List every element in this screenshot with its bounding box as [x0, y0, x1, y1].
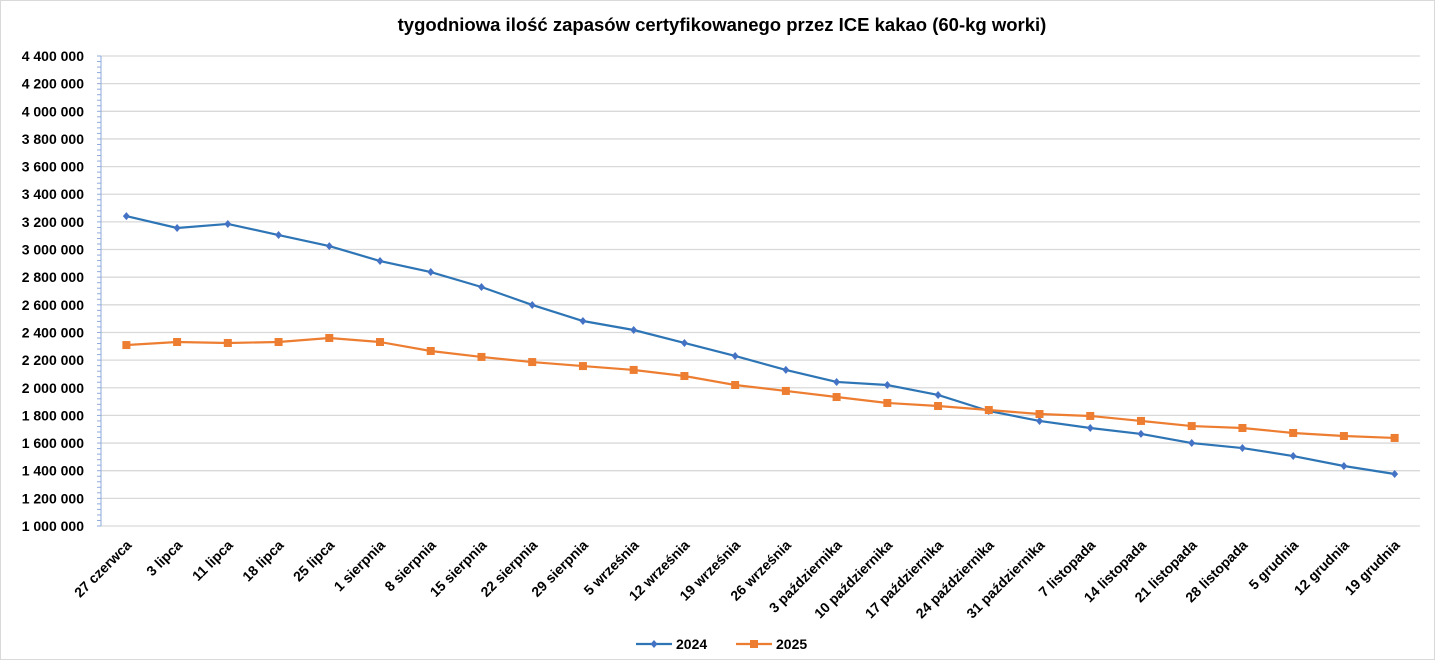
data-point-2024	[325, 242, 333, 251]
legend-label: 2025	[776, 636, 807, 652]
data-point-2024	[934, 390, 942, 399]
data-point-2024	[1340, 462, 1348, 471]
y-tick-label: 3 200 000	[22, 214, 84, 230]
data-point-2025	[781, 386, 790, 395]
data-point-2024	[1137, 429, 1145, 438]
data-point-2025	[1035, 410, 1044, 419]
data-point-2025	[173, 338, 182, 347]
y-tick-label: 2 400 000	[22, 324, 84, 340]
data-point-2025	[883, 398, 892, 407]
data-point-2025	[1136, 416, 1145, 425]
data-point-2024	[1391, 470, 1399, 479]
data-point-2025	[528, 358, 537, 367]
data-point-2025	[578, 362, 587, 371]
y-tick-label: 3 000 000	[22, 242, 84, 258]
data-point-2025	[122, 341, 131, 350]
data-point-2024	[275, 231, 283, 240]
x-tick-label: 11 lipca	[189, 537, 236, 584]
data-point-2024	[731, 351, 739, 360]
legend: 2024 2025	[636, 636, 807, 652]
y-tick-label: 2 000 000	[22, 380, 84, 396]
data-point-2025	[325, 334, 334, 342]
data-point-2024	[883, 381, 891, 389]
x-tick-label: 25 lipca	[290, 537, 338, 585]
data-point-2025	[1238, 423, 1247, 432]
data-point-2024	[427, 268, 435, 277]
data-point-2025	[426, 346, 435, 355]
data-point-2024	[833, 377, 841, 386]
data-point-2025	[832, 393, 841, 402]
data-point-2024	[782, 365, 790, 374]
series-lines	[122, 212, 1399, 479]
y-tick-label: 3 400 000	[22, 186, 84, 202]
data-point-2025	[477, 352, 486, 361]
data-point-2025	[934, 402, 943, 411]
y-tick-label: 1 000 000	[22, 518, 84, 534]
series-line-2025	[126, 336, 1395, 440]
series-line-2024	[126, 215, 1395, 476]
data-point-2025	[731, 381, 740, 389]
y-tick-label: 4 200 000	[22, 76, 84, 92]
data-point-2025	[629, 365, 638, 374]
data-point-2024	[630, 325, 638, 334]
data-point-2024	[1086, 423, 1094, 432]
y-tick-label: 1 800 000	[22, 407, 84, 423]
legend-label: 2024	[676, 636, 707, 652]
data-point-2024	[1238, 444, 1246, 453]
data-point-2025	[1339, 432, 1348, 441]
y-tick-label: 2 600 000	[22, 297, 84, 313]
legend-marker-2025	[750, 640, 758, 648]
data-point-2024	[528, 300, 536, 309]
data-point-2024	[376, 257, 384, 266]
y-tick-label: 1 200 000	[22, 490, 84, 506]
data-point-2024	[173, 223, 181, 232]
x-axis: 27 czerwca 3 lipca 11 lipca 18 lipca 25 lipc…	[71, 537, 1403, 622]
data-point-2025	[1289, 428, 1298, 437]
data-point-2024	[122, 212, 130, 221]
data-point-2025	[1187, 422, 1196, 431]
legend-marker-2024	[650, 640, 658, 648]
data-point-2025	[680, 372, 689, 381]
x-tick-label: 3 lipca	[143, 537, 185, 579]
y-tick-label: 1 400 000	[22, 463, 84, 479]
y-tick-label: 3 600 000	[22, 159, 84, 175]
data-point-2024	[1036, 416, 1044, 425]
gridlines	[101, 55, 1420, 527]
data-point-2025	[223, 338, 232, 347]
data-point-2024	[680, 338, 688, 347]
x-tick-label: 1 sierpnia	[331, 537, 389, 595]
x-tick-label: 18 lipca	[239, 537, 287, 585]
data-point-2024	[477, 282, 485, 291]
y-tick-label: 1 600 000	[22, 435, 84, 451]
y-axis: 1 000 000 1 200 000 1 400 000 1 600 000 1 80…	[22, 48, 102, 534]
data-point-2024	[579, 316, 587, 325]
y-tick-label: 4 000 000	[22, 103, 84, 119]
data-point-2025	[1390, 433, 1399, 442]
y-tick-label: 4 400 000	[22, 48, 84, 64]
chart-title: tygodniowa ilość zapasów certyfikowanego…	[398, 14, 1047, 35]
data-point-2025	[1086, 411, 1095, 420]
y-tick-label: 2 200 000	[22, 352, 84, 368]
data-point-2024	[1188, 439, 1196, 448]
data-point-2025	[274, 338, 283, 347]
x-tick-label: 27 czerwca	[71, 537, 135, 601]
data-point-2024	[224, 219, 232, 228]
x-tick-label: 19 grudnia	[1341, 537, 1403, 599]
y-tick-label: 3 800 000	[22, 131, 84, 147]
data-point-2024	[1289, 452, 1297, 461]
data-point-2025	[984, 406, 993, 415]
y-tick-label: 2 800 000	[22, 269, 84, 285]
data-point-2025	[376, 338, 385, 347]
